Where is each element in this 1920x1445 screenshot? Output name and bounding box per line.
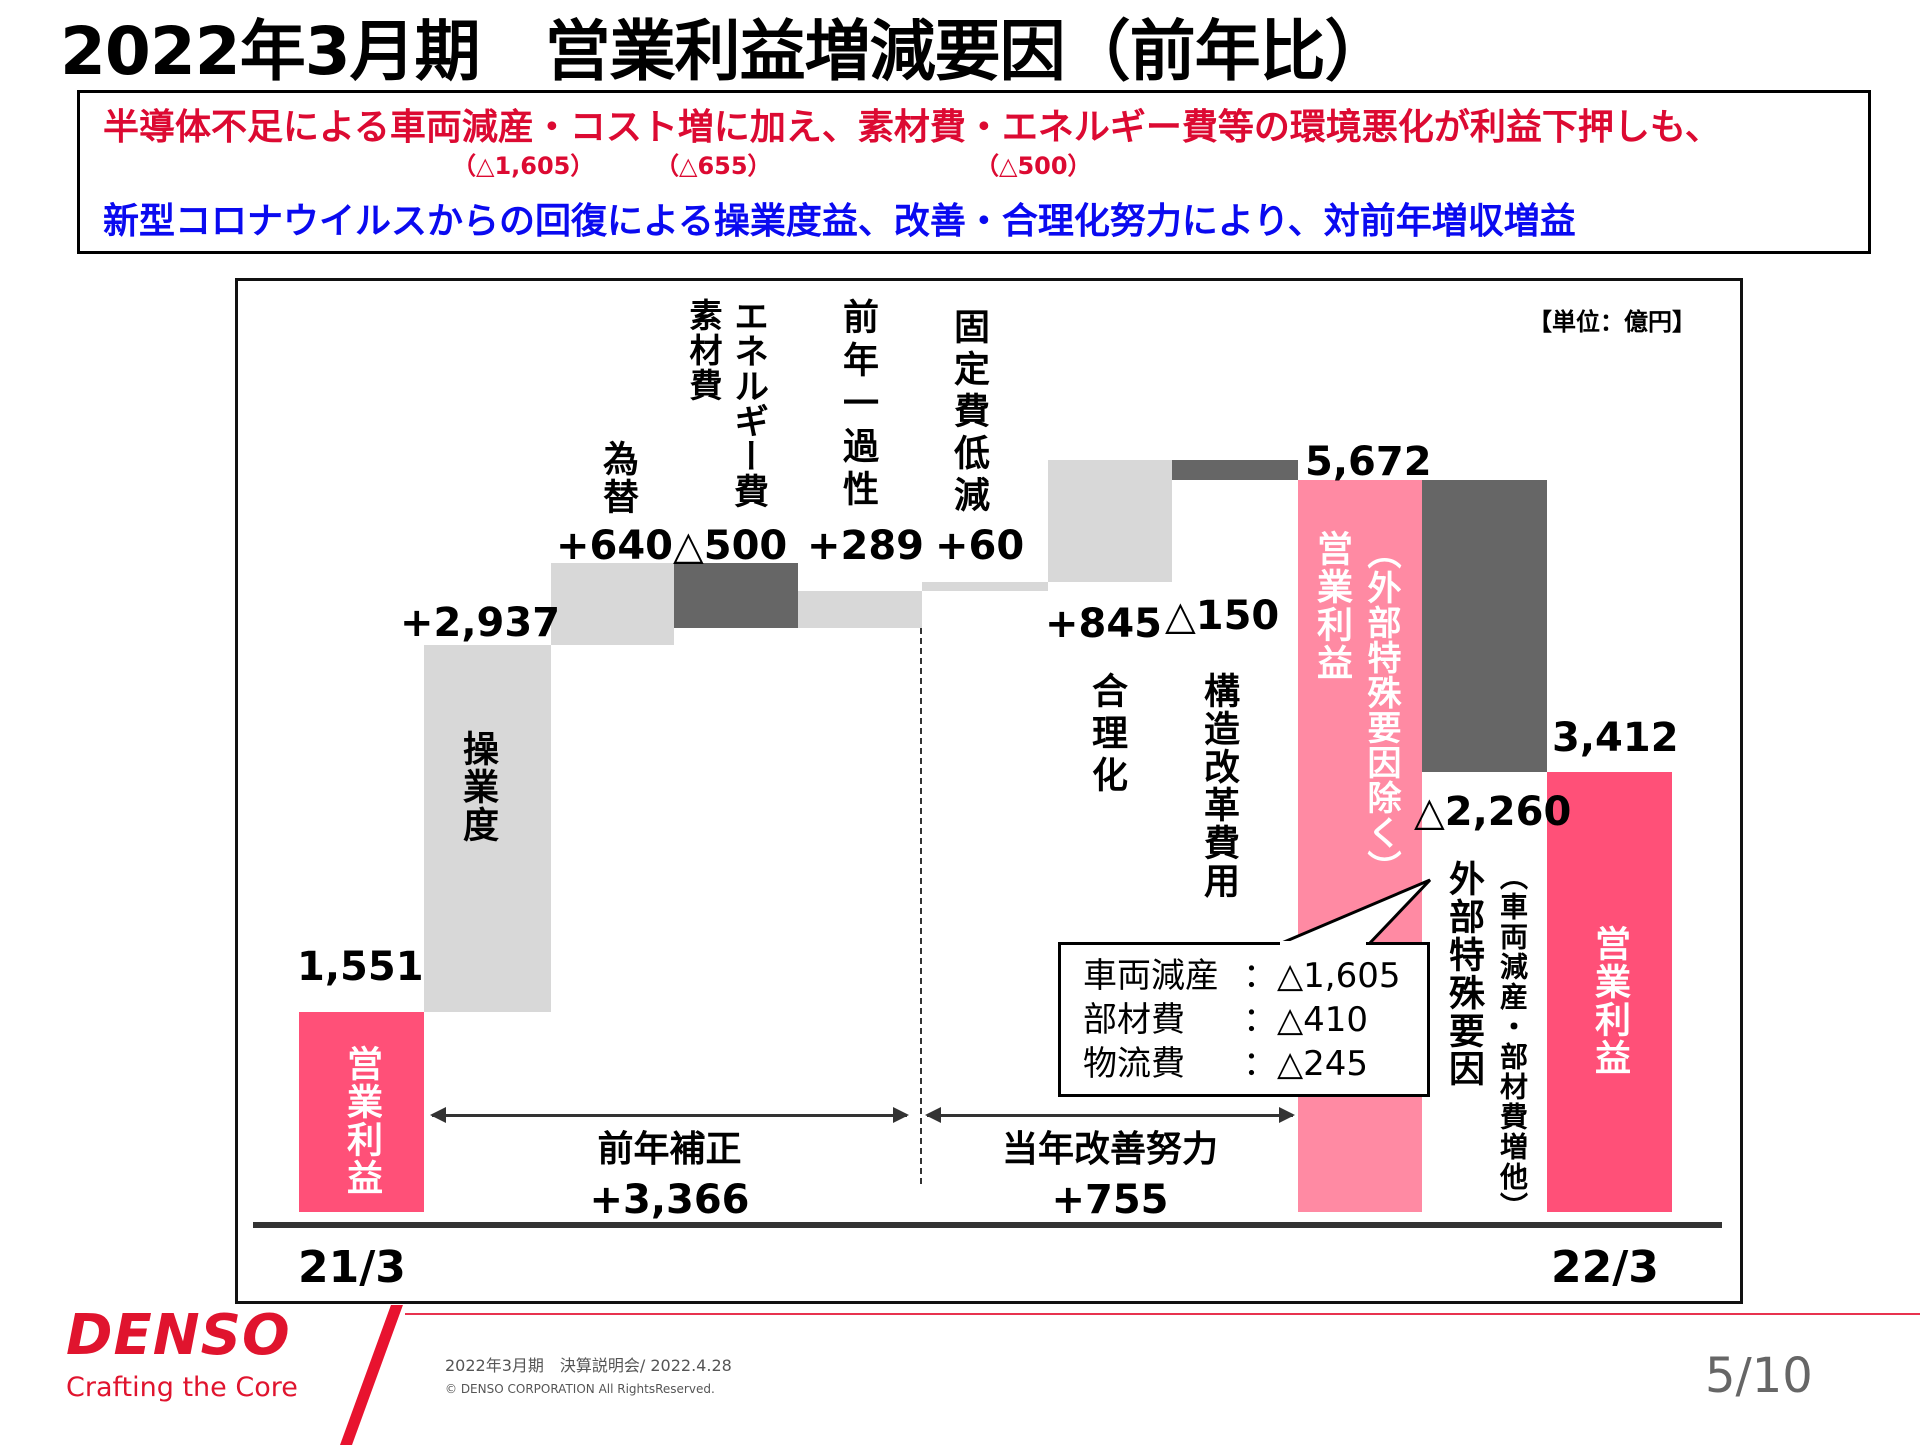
bar-label-profit-excl-note: （外部特殊要因除く） [1361,535,1401,885]
note-materials: （△500） [975,152,1092,180]
callout-pointer-join [1280,941,1366,946]
value-rationalization: +845 [1045,601,1163,647]
callout-row: 物流費 ：△245 [1083,1044,1369,1084]
page-title: 2022年3月期 営業利益増減要因（前年比） [60,13,1391,90]
bar-label-restructuring: 構造改革費用 [1198,672,1239,900]
callout-pointer [1276,878,1432,947]
bar-label-prior-onetime: 前年一過性 [837,298,878,513]
value-restructuring: △150 [1165,593,1280,639]
note-cost-increase: （△655） [655,152,772,180]
summary-box [77,90,1871,254]
value-profit-2021: 1,551 [297,944,424,990]
footer-divider [405,1313,1920,1315]
unit-label: 【単位：億円】 [1528,308,1696,336]
value-external: △2,260 [1414,789,1572,835]
bar-label-fx: 為替 [597,440,638,516]
value-fx: +640 [556,523,674,569]
bar-profit-2022 [1547,772,1672,1212]
value-materials-energy: △500 [673,523,788,569]
summary-line-positive: 新型コロナウイルスからの回復による操業度益、改善・合理化努力により、対前年増収増… [103,201,1576,242]
callout-row: 部材費 ：△410 [1083,1000,1369,1040]
bracket-arrow-prev [430,1107,909,1123]
bar-fixed-cost [922,582,1048,591]
bar-external-factors [1422,480,1547,772]
bracket-label-prev: 前年補正 [597,1129,742,1170]
brand-tagline: Crafting the Core [66,1372,298,1403]
event-info: 2022年3月期 決算説明会/ 2022.4.28 [445,1356,732,1375]
x-label-end: 22/3 [1551,1242,1659,1293]
note-vehicle-reduction: （△1,605） [452,152,595,180]
bar-fx [551,563,674,645]
summary-line-negative: 半導体不足による車両減産・コスト増に加え、素材費・エネルギー費等の環境悪化が利益… [103,107,1721,148]
bar-label-profit-2021: 営業利益 [341,1045,382,1197]
value-prior-onetime: +289 [807,523,925,569]
bar-prior-year-onetime [798,591,922,628]
value-profit-excl: 5,672 [1305,439,1432,485]
external-factor-callout: 車両減産 ：△1,605 部材費 ：△410 物流費 ：△245 [1058,942,1430,1097]
brand-slash [340,1305,403,1445]
bar-label-external: 外部特殊要因 [1443,860,1484,1088]
bar-label-external-note: （車両減産・部材費増他） [1496,862,1529,1222]
bar-label-profit-excl: 営業利益 [1311,530,1352,682]
page-number: 5/10 [1705,1348,1813,1404]
bar-rationalization [1048,460,1172,582]
period-divider [920,628,922,1184]
bar-label-energy: エネルギー費 [728,298,768,508]
bar-profit-2021 [299,1012,424,1212]
chart-baseline [253,1222,1722,1228]
bar-restructuring [1172,460,1298,480]
denso-logo: DENSO [66,1303,291,1368]
x-label-start: 21/3 [298,1242,406,1293]
bar-label-materials: 素材費 [684,298,723,403]
value-fixed-cost: +60 [935,523,1025,569]
bar-materials-energy [674,563,798,628]
bracket-arrow-curr [925,1107,1295,1123]
value-operating-rate: +2,937 [400,600,561,646]
value-profit-2022: 3,412 [1552,715,1679,761]
bar-label-rationalization: 合理化 [1086,672,1127,798]
bar-label-operating-rate: 操業度 [457,730,498,844]
chart-frame [235,278,1743,1304]
bracket-value-curr: +755 [1051,1177,1169,1223]
bar-operating-rate [424,645,551,1012]
bracket-label-curr: 当年改善努力 [1001,1129,1218,1170]
bar-label-fixed-cost: 固定費低減 [948,308,989,518]
bar-label-profit-2022: 営業利益 [1589,925,1630,1077]
copyright: © DENSO CORPORATION All RightsReserved. [445,1382,715,1396]
bracket-value-prev: +3,366 [589,1177,750,1223]
callout-row: 車両減産 ：△1,605 [1083,956,1401,996]
